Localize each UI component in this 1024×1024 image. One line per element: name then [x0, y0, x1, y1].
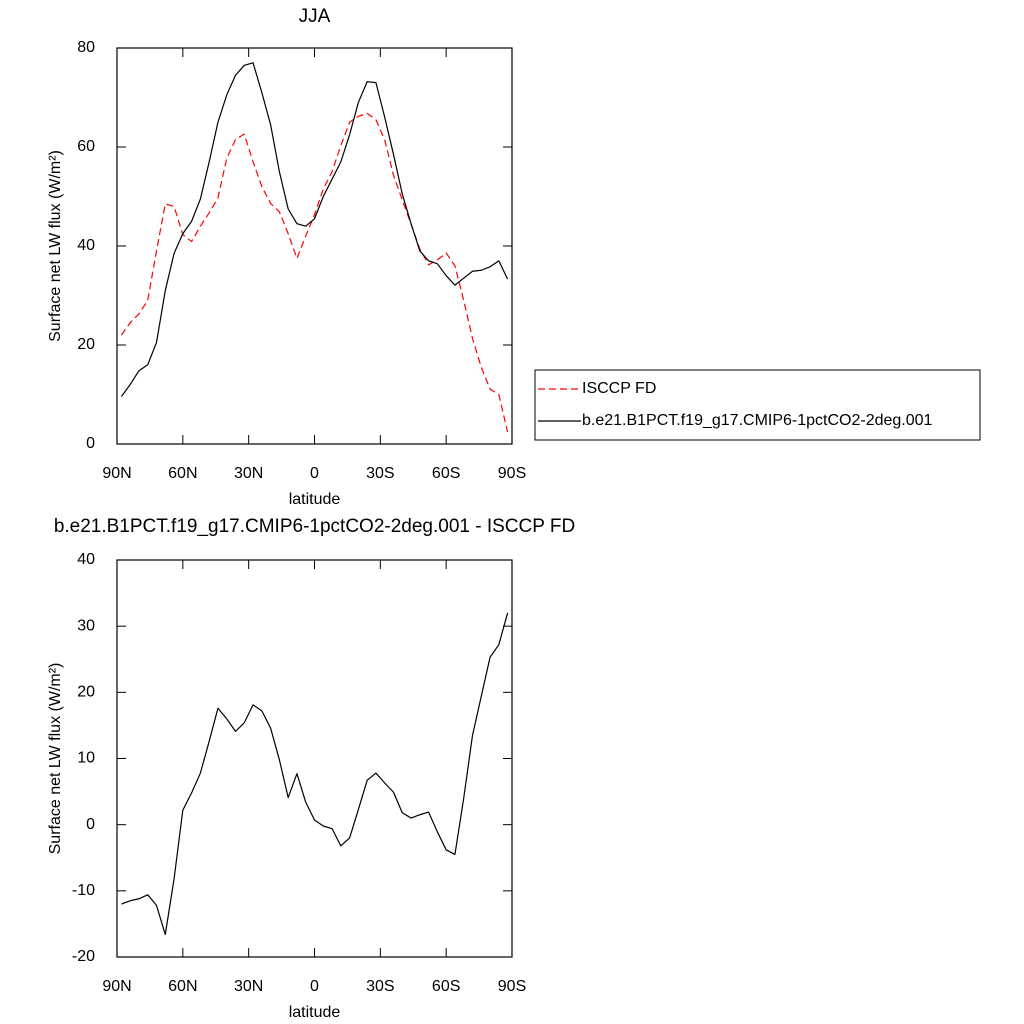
y-axis-label: Surface net LW flux (W/m²): [47, 150, 64, 342]
y-tick-label: 10: [77, 750, 95, 767]
y-tick-label: 0: [86, 816, 95, 833]
x-tick-label: 90S: [498, 978, 526, 995]
y-tick-label: 60: [77, 138, 95, 155]
y-tick-label: 80: [77, 39, 95, 56]
y-tick-label: -20: [72, 948, 95, 965]
x-tick-label: 0: [310, 978, 319, 995]
x-tick-label: 90N: [102, 465, 131, 482]
y-tick-label: 40: [77, 237, 95, 254]
y-tick-label: 20: [77, 336, 95, 353]
x-tick-label: 30S: [366, 978, 394, 995]
x-axis-label: latitude: [289, 491, 341, 508]
data-line: [120, 112, 509, 433]
y-tick-label: 30: [77, 617, 95, 634]
legend-box: [534, 369, 981, 441]
legend-label: b.e21.B1PCT.f19_g17.CMIP6-1pctCO2-2deg.0…: [582, 412, 933, 429]
y-tick-label: -10: [72, 882, 95, 899]
plot-frame: [116, 559, 513, 958]
plot-frame: [116, 47, 513, 445]
x-tick-label: 30N: [234, 465, 263, 482]
y-tick-label: 0: [86, 435, 95, 452]
x-tick-label: 30N: [234, 978, 263, 995]
x-axis-label: latitude: [289, 1004, 341, 1021]
y-tick-label: 40: [77, 551, 95, 568]
data-line: [120, 62, 509, 397]
chart-title: JJA: [299, 6, 331, 27]
y-tick-label: 20: [77, 684, 95, 701]
x-tick-label: 30S: [366, 465, 394, 482]
x-tick-label: 90N: [102, 978, 131, 995]
y-axis-label: Surface net LW flux (W/m²): [47, 663, 64, 855]
x-tick-label: 60S: [432, 978, 460, 995]
x-tick-label: 0: [310, 465, 319, 482]
data-line: [121, 612, 509, 936]
legend-label: ISCCP FD: [582, 380, 656, 397]
chart-title: b.e21.B1PCT.f19_g17.CMIP6-1pctCO2-2deg.0…: [54, 516, 575, 537]
x-tick-label: 60N: [168, 465, 197, 482]
x-tick-label: 60S: [432, 465, 460, 482]
x-tick-label: 60N: [168, 978, 197, 995]
x-tick-label: 90S: [498, 465, 526, 482]
